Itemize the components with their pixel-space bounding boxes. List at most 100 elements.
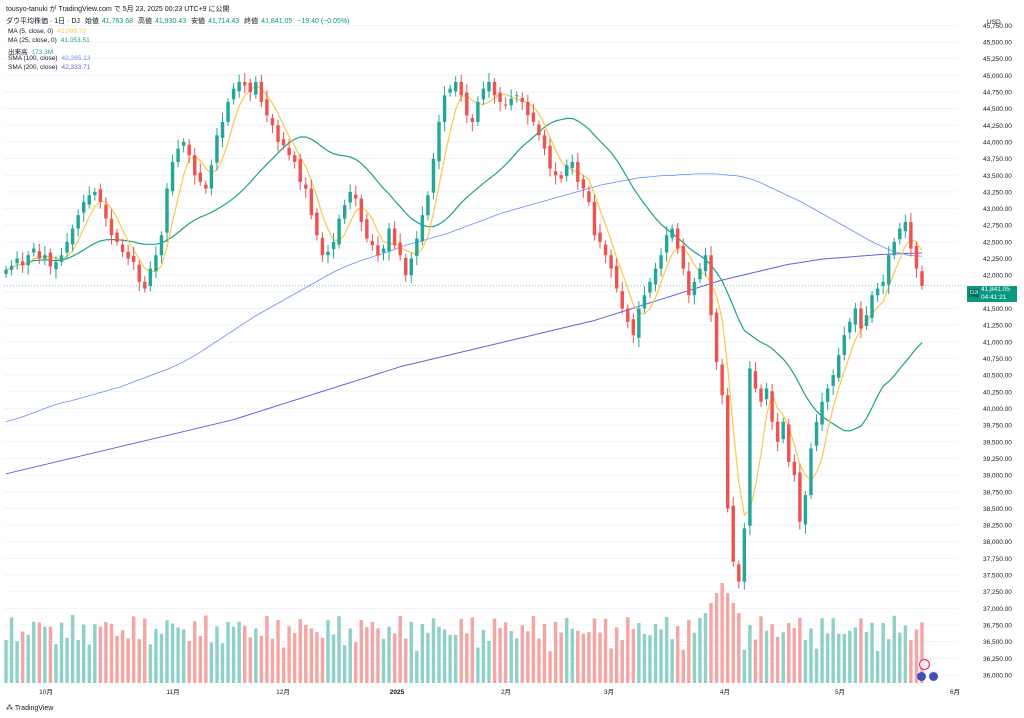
candle-body [193,155,197,176]
volume-bar [87,644,91,683]
volume-bar [20,631,25,683]
legend-sma200-value: 42,333.71 [61,64,91,71]
candle-body [820,401,824,425]
candle-body [870,295,874,318]
candle-body [637,308,641,338]
candle-body [270,117,275,126]
legend-ma5[interactable]: MA (5, close, 0) 42,099.70 [8,28,86,35]
candle-body [459,81,463,96]
tv-logo-icon: ⁂ [6,705,13,712]
y-tick-label: 38,250.00 [983,523,1012,530]
volume-bar [37,622,42,683]
y-tick-label: 41,500.00 [983,306,1012,313]
candle-body [787,424,791,462]
volume-bar [215,626,219,683]
candle-body [181,141,186,146]
volume-bar [714,593,719,683]
volume-bar [764,630,769,683]
volume-bar [342,645,347,683]
legend-volume[interactable]: 出来高 173.3M [8,46,53,56]
volume-bar [143,618,147,683]
legend-sma200[interactable]: SMA (200, close) 42,333.71 [8,64,90,71]
volume-bar [498,627,502,683]
volume-bar [292,633,297,683]
candle-body [920,271,924,286]
event-flash-icon[interactable] [919,659,930,670]
volume-bar [326,619,330,683]
candle-body [864,315,869,326]
volume-bar [737,613,741,683]
candle-body [348,191,352,203]
volume-bar [209,642,214,683]
legend-ma25[interactable]: MA (25, close, 0) 41,053.51 [8,37,90,44]
candle-body [137,264,141,282]
legend-volume-label: 出来高 [8,49,28,56]
y-tick-label: 41,250.00 [983,323,1012,330]
candle-body [354,194,358,199]
x-tick-label: 2月 [501,688,511,696]
volume-bar [298,619,302,683]
volume-bar [254,628,258,683]
volume-bar [792,628,797,683]
y-tick-label: 36,500.00 [983,639,1012,646]
candle-body [109,218,114,236]
y-tick-label: 42,500.00 [983,239,1012,246]
volume-bar [9,617,14,683]
x-tick-label: 2025 [390,689,405,696]
volume-bar [387,626,391,683]
volume-bar [903,625,908,683]
volume-bar [376,628,380,683]
volume-bar [176,627,180,683]
volume-bar [359,620,364,683]
candle-body [742,528,747,582]
ohlc-open-label: 始値 [84,18,99,25]
candle-body [143,281,147,289]
volume-bar [664,616,669,683]
candle-body [731,505,735,562]
candle-body [737,564,741,582]
ohlc-low-label: 安値 [191,18,206,25]
candle-body [120,244,125,252]
volume-bar [598,632,602,683]
volume-bar [165,620,169,683]
ma5-line [5,85,923,517]
candle-body [576,161,580,182]
candle-body [315,212,319,236]
volume-bar [470,617,475,683]
candle-body [859,308,863,329]
candle-body [98,189,103,202]
volume-bar [548,651,552,683]
volume-bar [65,637,69,683]
candle-body [587,191,591,202]
volume-bar [725,593,730,683]
candle-body [276,125,280,142]
volume-bar [637,623,641,683]
candle-body [176,148,180,162]
volume-bar [82,624,86,683]
y-tick-label: 42,000.00 [983,273,1012,280]
ohlc-close-label: 終値 [244,18,259,25]
y-tick-label: 40,000.00 [983,406,1012,413]
volume-bar [581,633,586,683]
volume-bar [687,619,691,683]
volume-bar [15,641,19,683]
y-tick-label: 43,750.00 [983,156,1012,163]
us-flag-icon[interactable] [929,672,938,681]
candle-body [720,364,724,396]
y-tick-label: 37,250.00 [983,589,1012,596]
candle-body [381,248,386,253]
candle-body [70,228,75,245]
volume-bar [759,616,763,683]
candle-body [914,245,919,269]
x-tick-label: 6月 [950,688,960,696]
volume-bar [559,632,563,683]
tradingview-logo[interactable]: ⁂ TradingView [6,704,53,712]
legend-sma100[interactable]: SMA (100, close) 42,285.13 [8,55,90,62]
candle-body [226,101,230,122]
volume-bar [692,632,697,683]
volume-bar [837,633,841,683]
volume-bar [587,632,591,683]
us-flag-icon[interactable] [917,672,926,681]
